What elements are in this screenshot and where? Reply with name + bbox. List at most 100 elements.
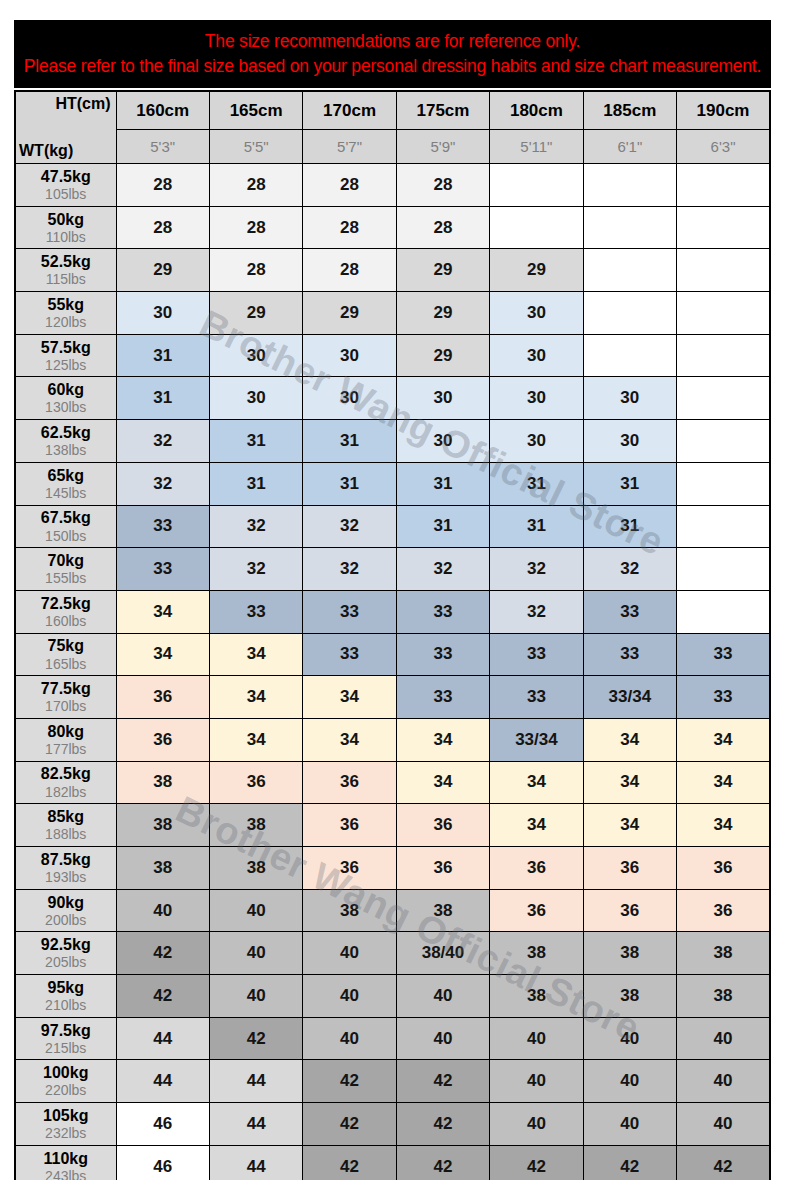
empty-size-cell [583, 249, 676, 292]
size-cell: 44 [209, 1145, 302, 1180]
weight-row: 62.5kg138lbs323131303030 [15, 420, 770, 463]
size-cell: 40 [303, 932, 396, 975]
empty-size-cell [677, 206, 770, 249]
size-cell: 38 [116, 847, 209, 890]
size-cell: 33 [209, 590, 302, 633]
size-cell: 38 [396, 889, 489, 932]
size-cell: 28 [209, 206, 302, 249]
size-cell: 40 [396, 975, 489, 1018]
size-cell: 31 [490, 505, 583, 548]
size-cell: 40 [677, 1103, 770, 1146]
weight-kg-label: 50kg [16, 210, 116, 229]
weight-row: 92.5kg205lbs42404038/40383838 [15, 932, 770, 975]
size-cell: 33/34 [490, 718, 583, 761]
height-feet-cell: 5'5" [209, 130, 302, 164]
weight-row: 110kg243lbs46444242424242 [15, 1145, 770, 1180]
size-cell: 29 [396, 292, 489, 335]
size-cell: 38 [677, 932, 770, 975]
weight-lbs-label: 232lbs [16, 1125, 116, 1142]
weight-lbs-label: 165lbs [16, 656, 116, 673]
size-cell: 32 [116, 420, 209, 463]
size-cell: 29 [396, 249, 489, 292]
weight-kg-label: 80kg [16, 722, 116, 741]
weight-row: 90kg200lbs40403838363636 [15, 889, 770, 932]
size-cell: 36 [303, 847, 396, 890]
disclaimer-line-1: The size recommendations are for referen… [205, 31, 580, 52]
size-cell: 36 [396, 847, 489, 890]
weight-lbs-label: 193lbs [16, 869, 116, 886]
size-cell: 38 [116, 761, 209, 804]
weight-label-cell: 62.5kg138lbs [15, 420, 116, 463]
size-cell: 31 [303, 420, 396, 463]
size-cell: 36 [209, 761, 302, 804]
height-feet-cell: 5'9" [396, 130, 489, 164]
size-cell: 33 [490, 633, 583, 676]
size-cell: 42 [116, 975, 209, 1018]
weight-kg-label: 62.5kg [16, 423, 116, 442]
weight-kg-label: 65kg [16, 466, 116, 485]
size-cell: 40 [396, 1017, 489, 1060]
size-cell: 33 [396, 590, 489, 633]
weight-row: 65kg145lbs323131313131 [15, 462, 770, 505]
weight-label-cell: 110kg243lbs [15, 1145, 116, 1180]
disclaimer-line-2: Please refer to the final size based on … [24, 56, 761, 77]
empty-size-cell [677, 292, 770, 335]
size-cell: 38 [583, 975, 676, 1018]
weight-row: 100kg220lbs44444242404040 [15, 1060, 770, 1103]
size-cell: 30 [209, 334, 302, 377]
weight-lbs-label: 105lbs [16, 186, 116, 203]
weight-kg-label: 97.5kg [16, 1021, 116, 1040]
size-cell: 33 [677, 633, 770, 676]
weight-lbs-label: 177lbs [16, 741, 116, 758]
weight-row: 75kg165lbs34343333333333 [15, 633, 770, 676]
height-header-cell: 175cm [396, 91, 489, 130]
size-cell: 30 [303, 377, 396, 420]
weight-kg-label: 75kg [16, 636, 116, 655]
size-cell: 40 [583, 1060, 676, 1103]
weight-kg-label: 100kg [16, 1063, 116, 1082]
weight-lbs-label: 200lbs [16, 912, 116, 929]
size-cell: 42 [303, 1103, 396, 1146]
size-cell: 33 [116, 548, 209, 591]
size-cell: 33 [583, 633, 676, 676]
weight-lbs-label: 160lbs [16, 613, 116, 630]
weight-row: 95kg210lbs42404040383838 [15, 975, 770, 1018]
height-header-cell: 180cm [490, 91, 583, 130]
weight-kg-label: 52.5kg [16, 252, 116, 271]
size-cell: 29 [303, 292, 396, 335]
size-cell: 32 [209, 505, 302, 548]
weight-lbs-label: 220lbs [16, 1082, 116, 1099]
weight-label-cell: 100kg220lbs [15, 1060, 116, 1103]
weight-kg-label: 92.5kg [16, 935, 116, 954]
height-header-cell: 170cm [303, 91, 396, 130]
size-cell: 36 [303, 761, 396, 804]
weight-lbs-label: 110lbs [16, 229, 116, 246]
size-cell: 36 [583, 847, 676, 890]
weight-kg-label: 85kg [16, 807, 116, 826]
size-chart-table: HT(cm) WT(kg) 160cm165cm170cm175cm180cm1… [14, 90, 771, 1180]
size-cell: 38 [490, 975, 583, 1018]
height-header-cell: 160cm [116, 91, 209, 130]
weight-kg-label: 57.5kg [16, 338, 116, 357]
weight-lbs-label: 150lbs [16, 528, 116, 545]
weight-kg-label: 95kg [16, 978, 116, 997]
size-cell: 31 [583, 505, 676, 548]
size-cell: 34 [396, 761, 489, 804]
size-cell: 33 [396, 633, 489, 676]
size-cell: 32 [583, 548, 676, 591]
height-feet-cell: 5'7" [303, 130, 396, 164]
size-cell: 30 [116, 292, 209, 335]
size-cell: 28 [116, 164, 209, 207]
weight-label-cell: 75kg165lbs [15, 633, 116, 676]
weight-row: 87.5kg193lbs38383636363636 [15, 847, 770, 890]
size-cell: 42 [490, 1145, 583, 1180]
weight-row: 67.5kg150lbs333232313131 [15, 505, 770, 548]
size-cell: 28 [303, 206, 396, 249]
size-cell: 38 [209, 804, 302, 847]
weight-label-cell: 50kg110lbs [15, 206, 116, 249]
size-cell: 42 [583, 1145, 676, 1180]
weight-kg-label: 105kg [16, 1106, 116, 1125]
size-cell: 40 [677, 1060, 770, 1103]
size-cell: 44 [116, 1017, 209, 1060]
size-cell: 31 [116, 377, 209, 420]
